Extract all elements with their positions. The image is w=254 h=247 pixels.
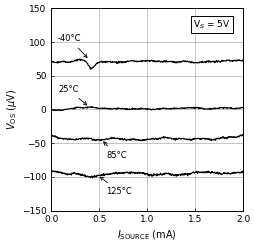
Text: 125°C: 125°C	[100, 177, 131, 196]
Text: 25°C: 25°C	[58, 85, 86, 105]
Y-axis label: $V$$_{\rm OS}$ ($\mu$V): $V$$_{\rm OS}$ ($\mu$V)	[5, 89, 19, 130]
Text: 85°C: 85°C	[103, 142, 126, 160]
Text: -40°C: -40°C	[58, 34, 87, 58]
Text: V$_S$ = 5V: V$_S$ = 5V	[192, 19, 230, 31]
X-axis label: $I$$_{\rm SOURCE}$ (mA): $I$$_{\rm SOURCE}$ (mA)	[117, 228, 176, 242]
